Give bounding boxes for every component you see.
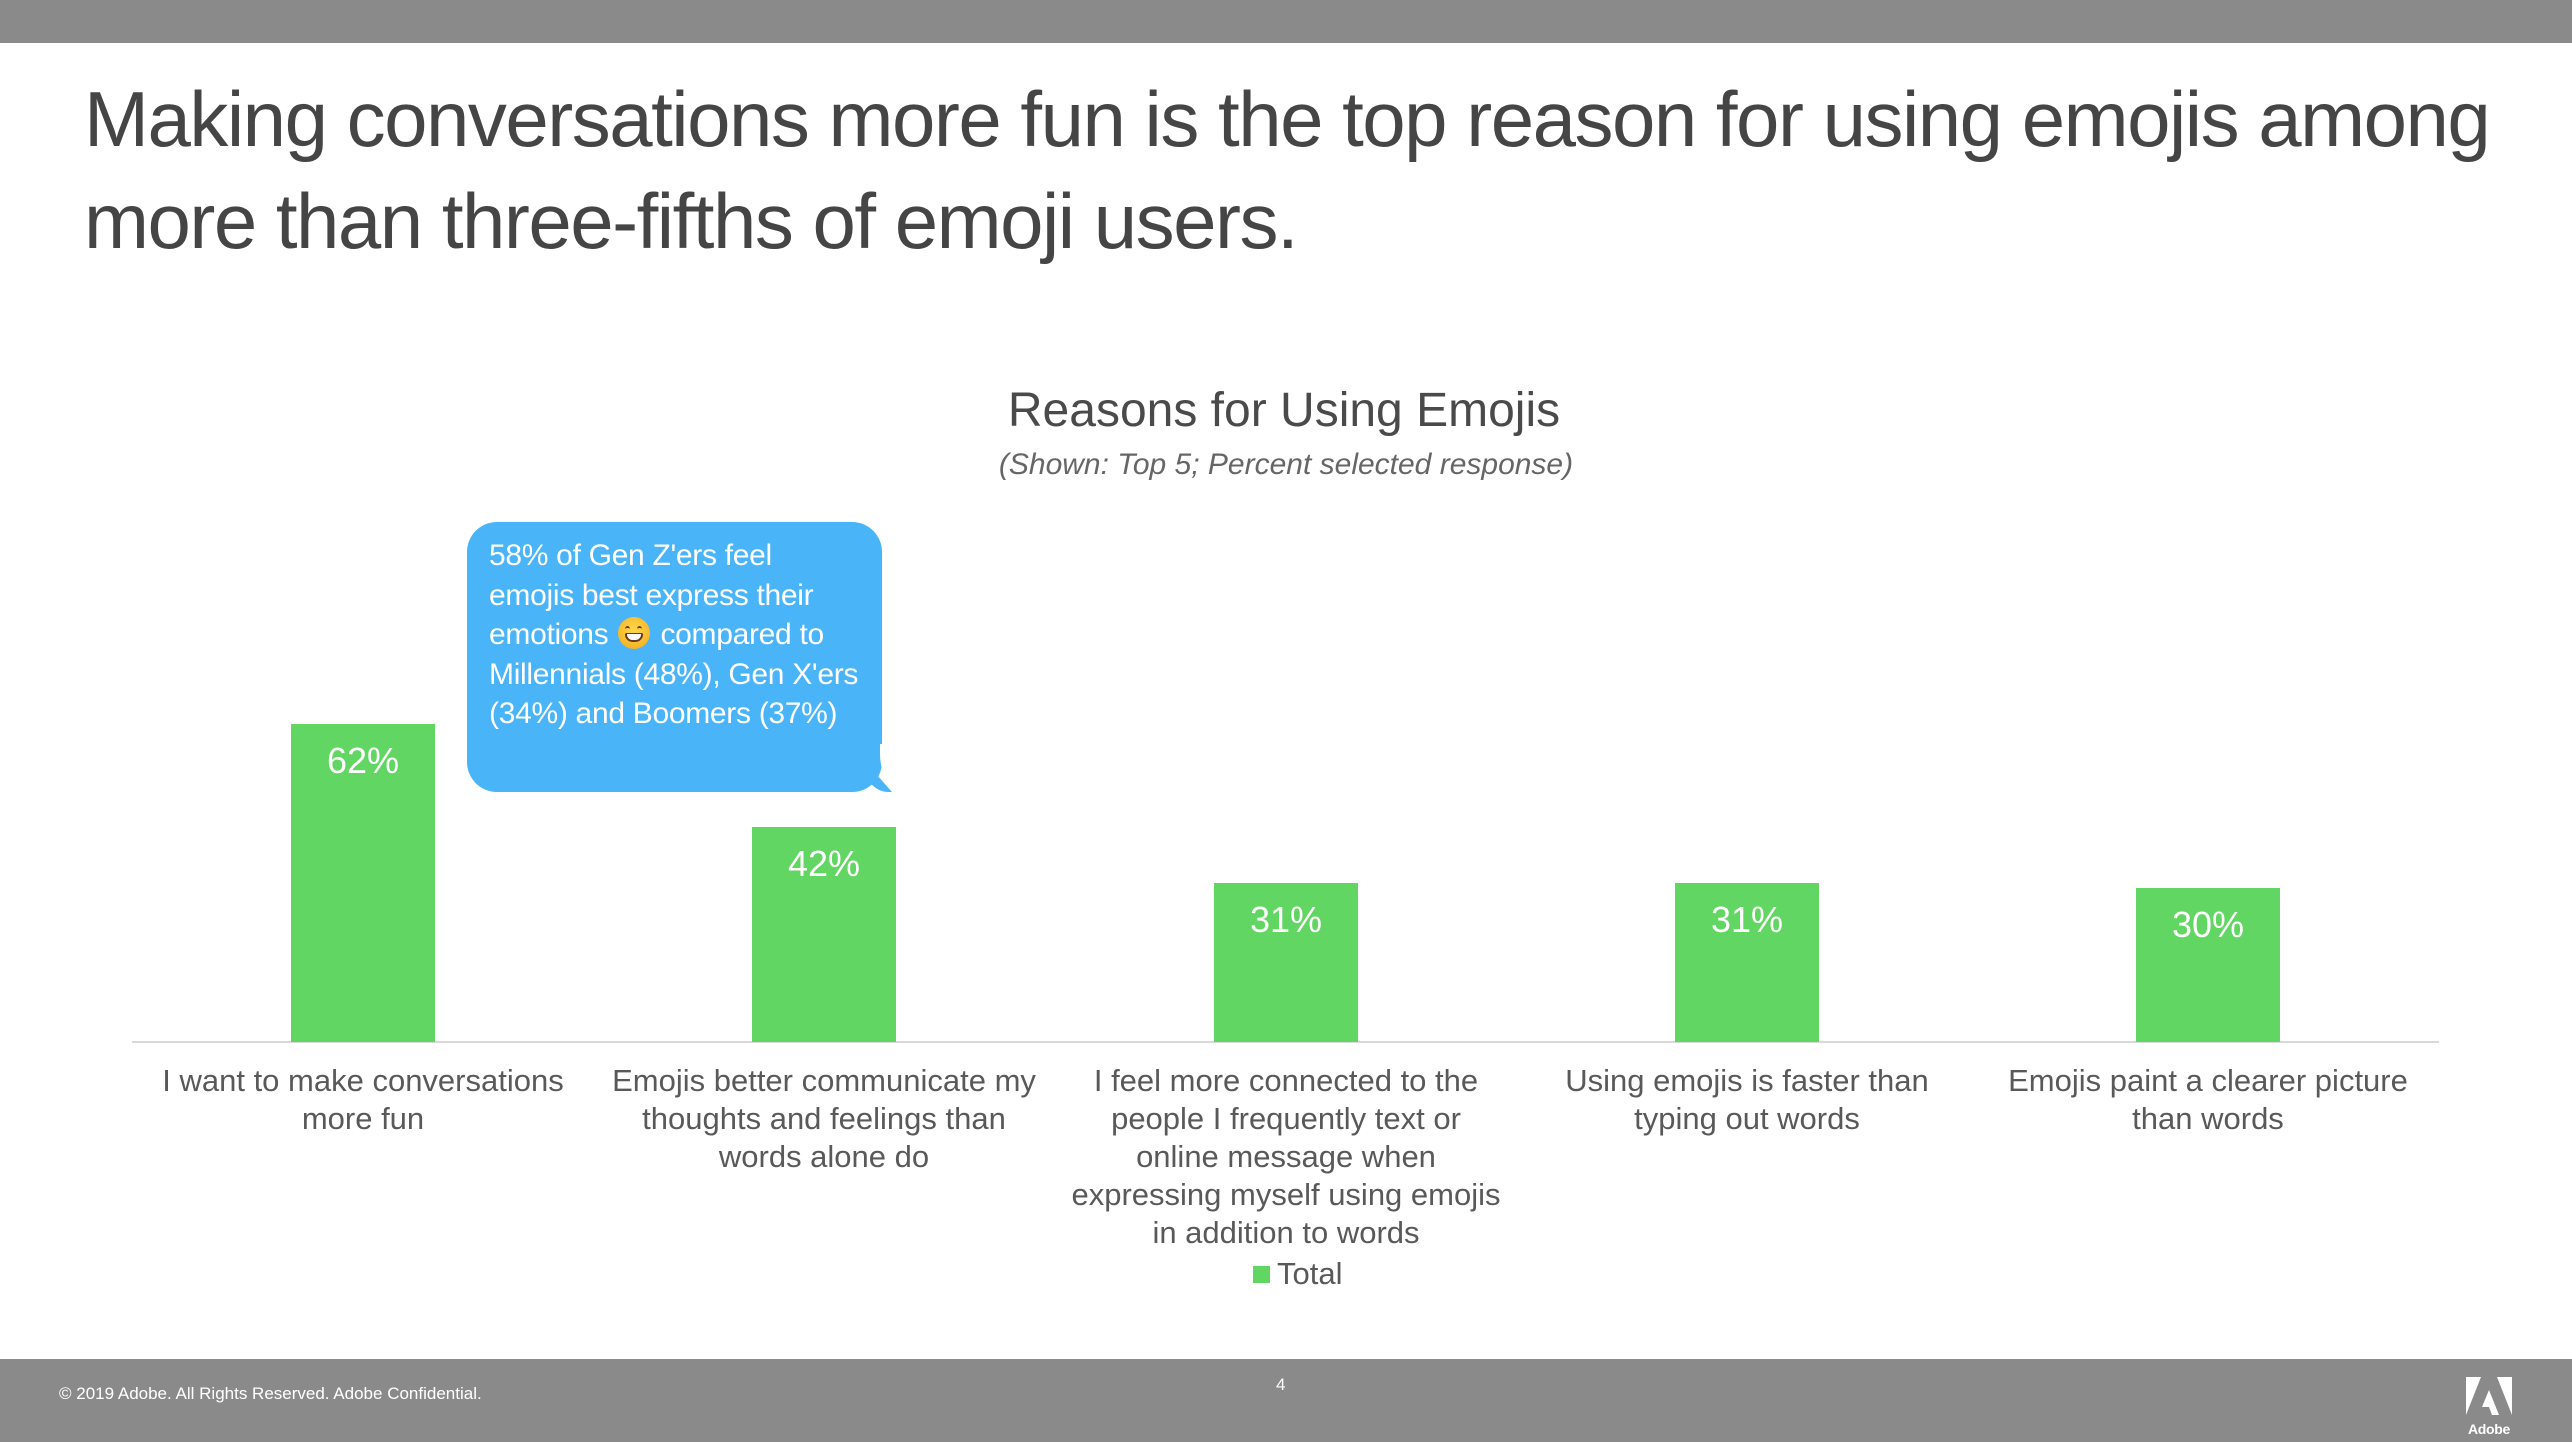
bar-value-label: 31% xyxy=(1710,899,1784,940)
legend-label-total: Total xyxy=(1277,1256,1343,1291)
category-label: I feel more connected to the people I fr… xyxy=(1071,1063,1501,1250)
callout-text-part2: compared to Millennials (48%), Gen X'ers… xyxy=(489,618,859,730)
bar-feel-more-connected: 31% xyxy=(1214,883,1358,1042)
grinning-face-emoji-icon xyxy=(618,617,651,649)
slide-title: Making conversations more fun is the top… xyxy=(84,75,2491,265)
bar-value-label: 31% xyxy=(1249,899,1323,940)
footer-copyright: © 2019 Adobe. All Rights Reserved. Adobe… xyxy=(59,1384,482,1403)
bar-better-communicate: 42% xyxy=(752,827,896,1042)
bar-value-label: 62% xyxy=(326,740,400,781)
bar-value-label: 30% xyxy=(2171,904,2245,945)
legend-swatch-total xyxy=(1253,1265,1270,1283)
category-label: Emojis paint a clearer picture than word… xyxy=(2008,1063,2408,1136)
bar-faster-than-typing: 31% xyxy=(1675,883,1819,1042)
category-label: Using emojis is faster than typing out w… xyxy=(1565,1063,1929,1136)
bar-make-conversations-fun: 62% xyxy=(291,724,435,1042)
chart-legend: Total xyxy=(1253,1256,1342,1292)
footer-bar: © 2019 Adobe. All Rights Reserved. Adobe… xyxy=(0,1359,2572,1442)
header-bar xyxy=(0,0,2572,43)
category-label: I want to make conversations more fun xyxy=(162,1063,564,1136)
adobe-logo-text: Adobe xyxy=(2467,1421,2511,1437)
page-number: 4 xyxy=(1276,1375,1286,1394)
speech-bubble-tail-cutout xyxy=(880,744,896,784)
chart-title: Reasons for Using Emojis xyxy=(1007,384,1561,437)
bar-value-label: 42% xyxy=(787,843,861,884)
chart-subtitle: (Shown: Top 5; Percent selected response… xyxy=(998,448,1574,481)
bar-clearer-picture: 30% xyxy=(2136,888,2280,1042)
adobe-logo-icon: Adobe xyxy=(2466,1377,2512,1437)
callout-text: 58% of Gen Z'ers feel emojis best expres… xyxy=(489,536,862,734)
callout-text-part1: 58% of Gen Z'ers feel emojis best expres… xyxy=(489,539,814,651)
category-label: Emojis better communicate my thoughts an… xyxy=(612,1063,1036,1174)
callout-speech-bubble: 58% of Gen Z'ers feel emojis best expres… xyxy=(467,522,896,792)
